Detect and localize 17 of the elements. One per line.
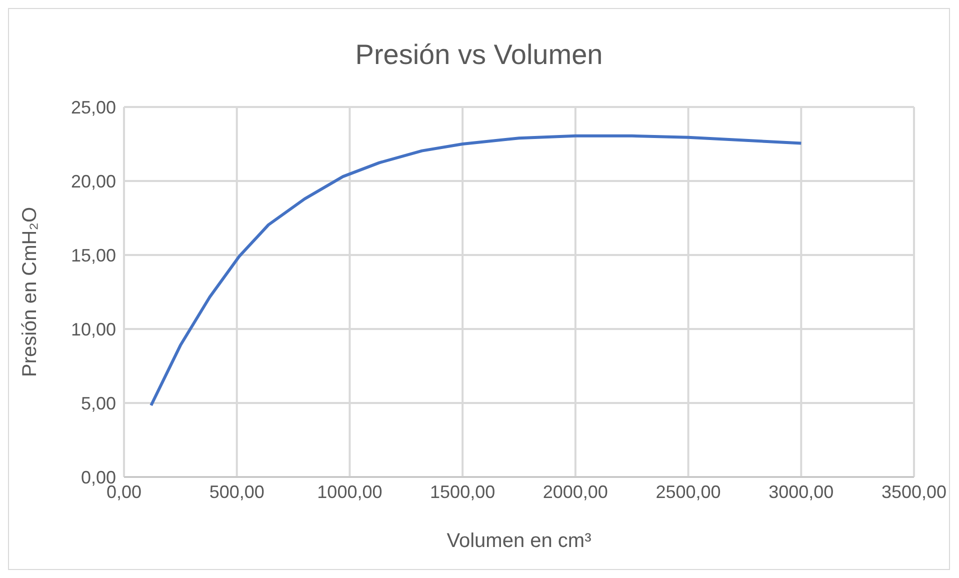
x-tick-label: 1500,00 xyxy=(430,482,496,502)
y-tick-label: 25,00 xyxy=(70,97,116,118)
x-axis-title: Volumen en cm³ xyxy=(446,530,592,552)
x-tick-label: 2000,00 xyxy=(542,482,608,502)
x-tick-label: 3000,00 xyxy=(768,482,834,502)
y-axis-title: Presión en CmH₂O xyxy=(19,206,42,378)
x-tick-label: 500,00 xyxy=(209,482,264,502)
x-tick-label: 3500,00 xyxy=(881,482,947,502)
y-tick-label: 15,00 xyxy=(70,245,116,266)
x-tick-label: 2500,00 xyxy=(656,482,721,502)
y-tick-label: 5,00 xyxy=(80,393,116,414)
x-tick-label: 1000,00 xyxy=(317,482,382,502)
y-tick-label: 0,00 xyxy=(80,467,116,488)
y-tick-label: 10,00 xyxy=(70,319,116,340)
line-series xyxy=(150,134,803,407)
y-tick-label: 20,00 xyxy=(70,171,116,192)
chart-title: Presión vs Volumen xyxy=(354,39,604,72)
